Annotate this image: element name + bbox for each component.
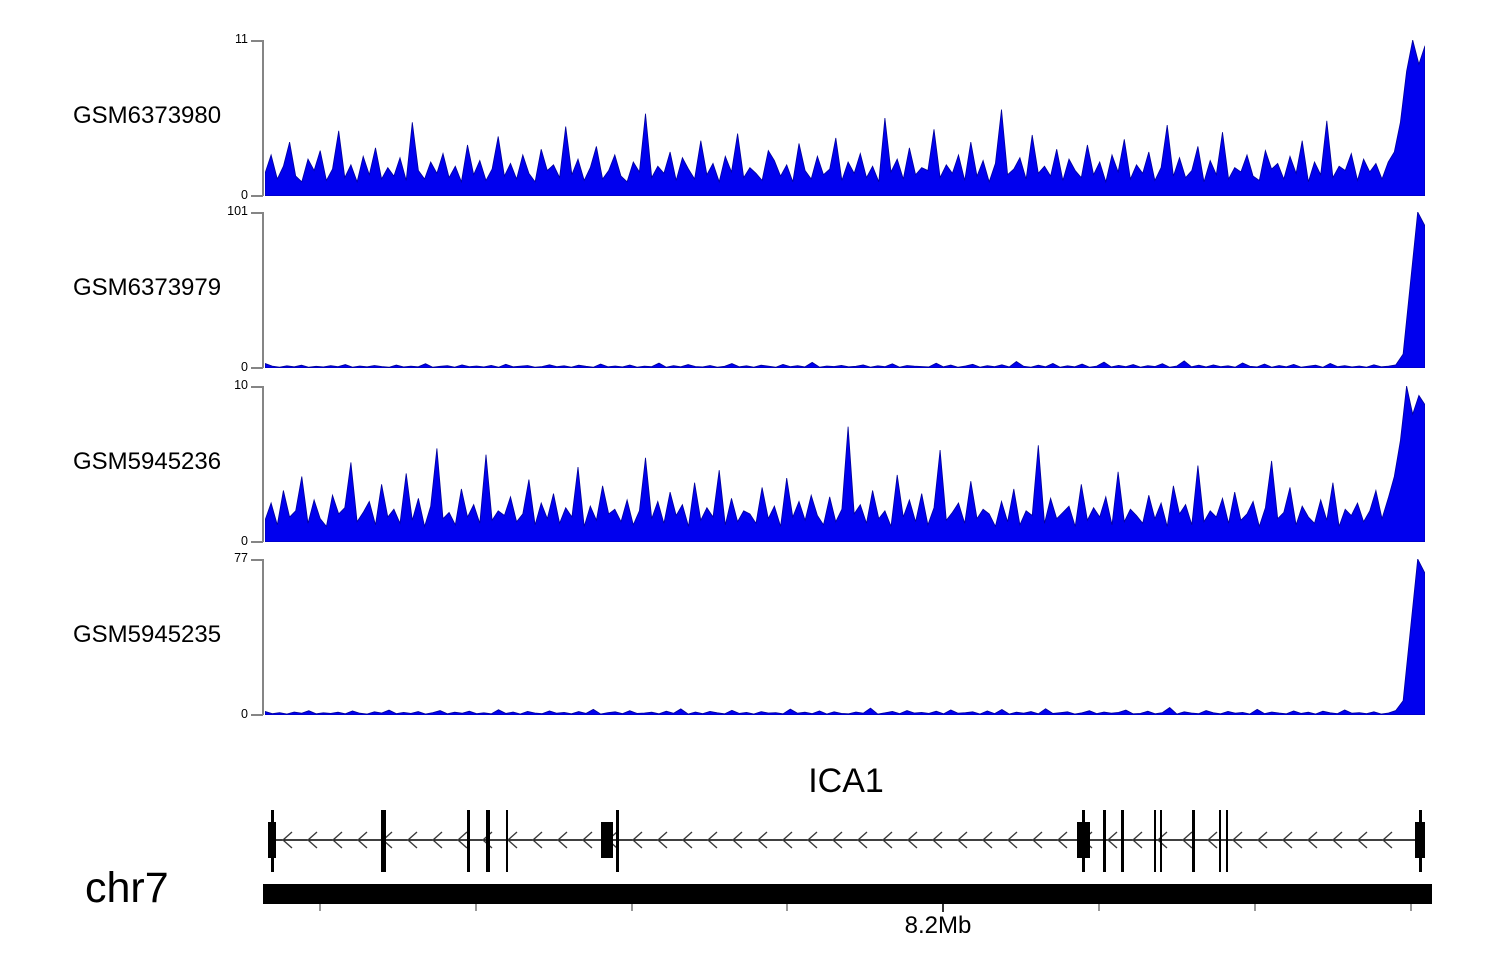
track-label: GSM5945235 <box>73 621 222 648</box>
gene-model <box>268 810 1425 872</box>
y-axis-zero-label: 0 <box>241 534 248 548</box>
y-axis-tick-bottom <box>251 367 263 369</box>
y-axis-line <box>262 386 264 542</box>
gene-title: ICA1 <box>808 762 884 800</box>
chromosome-label: chr7 <box>85 864 169 912</box>
y-axis-tick-top <box>251 212 263 214</box>
y-axis-line <box>262 559 264 715</box>
coverage-area-chart <box>265 40 1425 196</box>
y-axis-tick-bottom <box>251 195 263 197</box>
y-axis-tick-bottom <box>251 541 263 543</box>
y-axis-max-label: 101 <box>227 204 248 218</box>
track-label: GSM6373979 <box>73 274 222 301</box>
y-axis-max-label: 77 <box>234 551 248 565</box>
coverage-track-row-3: GSM5945236 10 0 <box>0 378 1500 548</box>
y-axis-tick-top <box>251 559 263 561</box>
y-axis-max-label: 11 <box>235 32 248 46</box>
y-axis-zero-label: 0 <box>241 188 248 202</box>
coverage-area-chart <box>265 559 1425 715</box>
y-axis-zero-label: 0 <box>241 360 248 374</box>
coverage-area-chart <box>265 212 1425 368</box>
chromosome-ideogram <box>263 884 1432 912</box>
y-axis-tick-top <box>251 40 263 42</box>
y-axis-tick-top <box>251 386 263 388</box>
track-label: GSM6373980 <box>73 102 222 129</box>
y-axis-max-label: 10 <box>234 378 248 392</box>
position-label: 8.2Mb <box>904 912 972 939</box>
coverage-area-chart <box>265 386 1425 542</box>
y-axis-tick-bottom <box>251 714 263 716</box>
coverage-track-row-1: GSM6373980 11 0 <box>0 32 1500 202</box>
y-axis-zero-label: 0 <box>241 707 248 721</box>
track-label: GSM5945236 <box>73 448 222 475</box>
coverage-track-row-2: GSM6373979 101 0 <box>0 204 1500 374</box>
coverage-track-row-4: GSM5945235 77 0 <box>0 551 1500 721</box>
y-axis-line <box>262 212 264 368</box>
y-axis-line <box>262 40 264 196</box>
